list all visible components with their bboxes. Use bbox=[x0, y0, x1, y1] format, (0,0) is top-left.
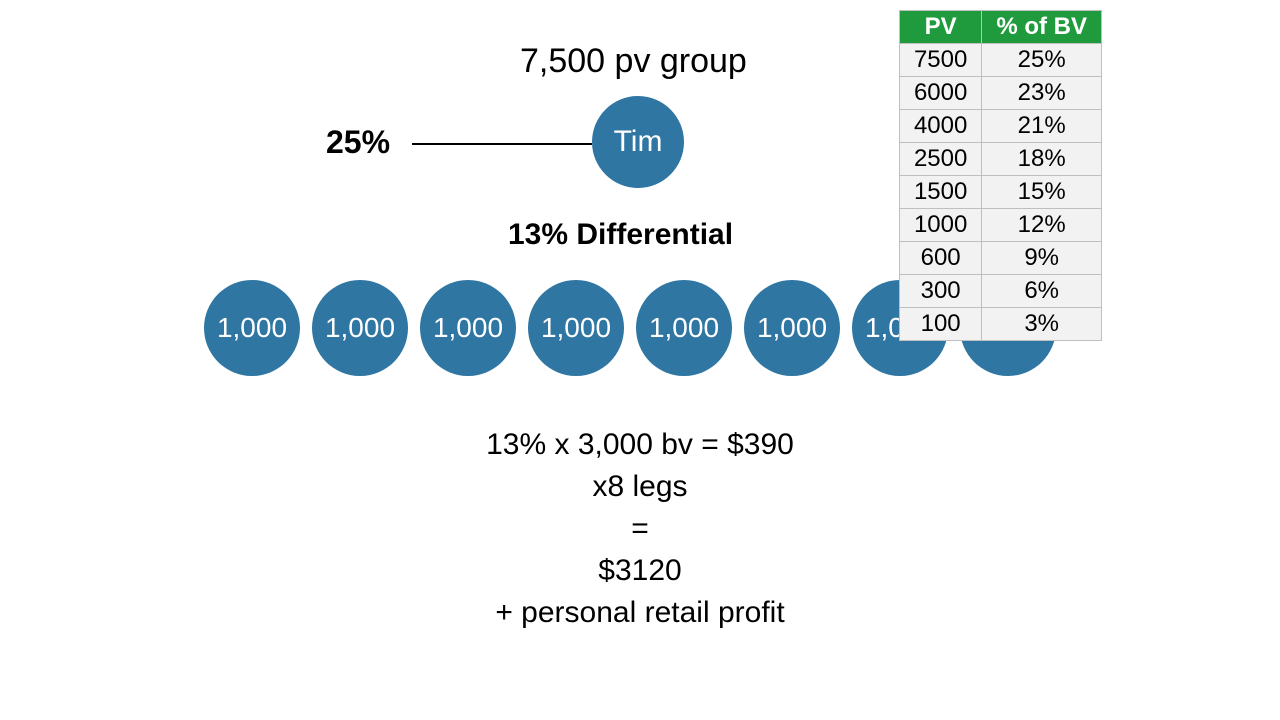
top-node-label: Tim bbox=[614, 125, 663, 159]
table-cell: 100 bbox=[899, 308, 981, 341]
table-row: 100012% bbox=[899, 209, 1101, 242]
table-cell: 18% bbox=[982, 143, 1102, 176]
top-percent-label: 25% bbox=[326, 124, 390, 161]
leg-node: 1,000 bbox=[528, 280, 624, 376]
leg-node: 1,000 bbox=[420, 280, 516, 376]
leg-node: 1,000 bbox=[636, 280, 732, 376]
table-cell: 1000 bbox=[899, 209, 981, 242]
table-cell: 600 bbox=[899, 242, 981, 275]
table-row: 250018% bbox=[899, 143, 1101, 176]
leg-node-label: 1,000 bbox=[325, 312, 395, 344]
leg-node: 1,000 bbox=[744, 280, 840, 376]
table-cell: 15% bbox=[982, 176, 1102, 209]
table-cell: 4000 bbox=[899, 110, 981, 143]
table-header-cell: % of BV bbox=[982, 11, 1102, 44]
leg-node-label: 1,000 bbox=[541, 312, 611, 344]
diagram-stage: 7,500 pv group 25% Tim 13% Differential … bbox=[0, 0, 1280, 720]
table-cell: 6000 bbox=[899, 77, 981, 110]
table-cell: 3% bbox=[982, 308, 1102, 341]
table-cell: 12% bbox=[982, 209, 1102, 242]
table-row: 600023% bbox=[899, 77, 1101, 110]
table-row: 1003% bbox=[899, 308, 1101, 341]
top-node: Tim bbox=[592, 96, 684, 188]
group-title: 7,500 pv group bbox=[520, 42, 747, 81]
calc-line-4: $3120 bbox=[0, 550, 1280, 592]
table-cell: 6% bbox=[982, 275, 1102, 308]
leg-node-label: 1,000 bbox=[757, 312, 827, 344]
table-row: 400021% bbox=[899, 110, 1101, 143]
calculation-block: 13% x 3,000 bv = $390 x8 legs = $3120 + … bbox=[0, 424, 1280, 634]
leg-node: 1,000 bbox=[204, 280, 300, 376]
calc-line-5: + personal retail profit bbox=[0, 592, 1280, 634]
leg-node: 1,000 bbox=[312, 280, 408, 376]
pv-bv-table: PV% of BV750025%600023%400021%250018%150… bbox=[899, 10, 1102, 341]
differential-label: 13% Differential bbox=[508, 218, 733, 252]
table-row: 150015% bbox=[899, 176, 1101, 209]
table-cell: 1500 bbox=[899, 176, 981, 209]
table-cell: 9% bbox=[982, 242, 1102, 275]
calc-line-1: 13% x 3,000 bv = $390 bbox=[0, 424, 1280, 466]
table-row: 750025% bbox=[899, 44, 1101, 77]
table-cell: 2500 bbox=[899, 143, 981, 176]
table-cell: 23% bbox=[982, 77, 1102, 110]
calc-line-3: = bbox=[0, 508, 1280, 550]
table-cell: 300 bbox=[899, 275, 981, 308]
table-cell: 25% bbox=[982, 44, 1102, 77]
calc-line-2: x8 legs bbox=[0, 466, 1280, 508]
leg-node-label: 1,000 bbox=[649, 312, 719, 344]
leg-node-label: 1,000 bbox=[217, 312, 287, 344]
table-header-cell: PV bbox=[899, 11, 981, 44]
table-row: 3006% bbox=[899, 275, 1101, 308]
leg-node-label: 1,000 bbox=[433, 312, 503, 344]
connector-line bbox=[412, 143, 592, 145]
table-cell: 7500 bbox=[899, 44, 981, 77]
table-row: 6009% bbox=[899, 242, 1101, 275]
table-cell: 21% bbox=[982, 110, 1102, 143]
